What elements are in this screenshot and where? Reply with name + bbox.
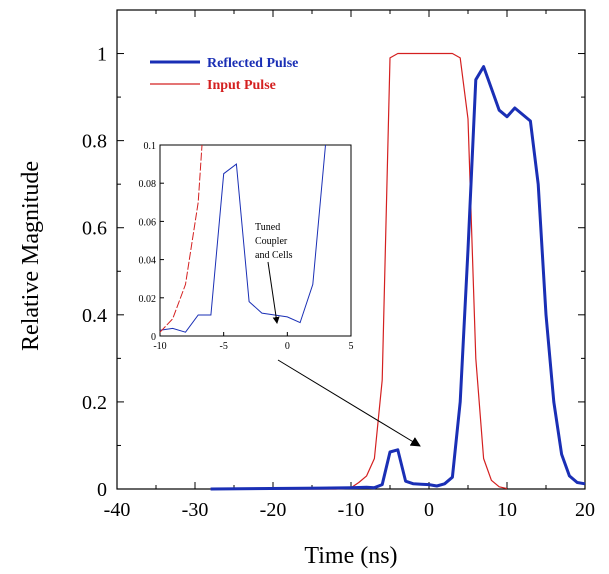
annotation-line-2: Coupler	[255, 236, 288, 247]
legend-label-input: Input Pulse	[207, 78, 276, 93]
x-tick-label: 20	[575, 499, 595, 521]
annotation-line-3: and Cells	[255, 250, 293, 261]
y-tick-label: 1	[97, 44, 107, 66]
series-line-reflected	[210, 65, 586, 491]
annotation-arrow	[267, 261, 280, 324]
x-tick-label: -20	[260, 499, 287, 521]
x-tick-label: -40	[104, 499, 131, 521]
x-tick-label: -10	[338, 499, 365, 521]
x-tick-label: 10	[497, 499, 517, 521]
inset-callout-arrow	[277, 359, 421, 447]
main-series	[210, 52, 586, 491]
x-axis-title: Time (ns)	[304, 543, 397, 569]
legend-label-reflected: Reflected Pulse	[207, 56, 298, 71]
inset-series-line-input	[159, 144, 203, 333]
y-tick-label: 0.4	[82, 305, 107, 327]
inset-series-line-reflected	[159, 144, 326, 333]
y-axis-title: Relative Magnitude	[18, 161, 44, 351]
x-tick-label: 0	[424, 499, 434, 521]
inset-x-tick-label: -10	[153, 341, 166, 352]
annotation-line-1: Tuned	[255, 222, 280, 233]
x-tick-label: -30	[182, 499, 209, 521]
inset-y-tick-label: 0.06	[139, 217, 157, 228]
y-tick-label: 0.2	[82, 392, 107, 414]
inset-y-tick-label: 0.1	[144, 141, 157, 152]
y-tick-label: 0.6	[82, 218, 107, 240]
y-tick-label: 0.8	[82, 131, 107, 153]
inset-x-tick-label: 0	[285, 341, 290, 352]
inset-chart: -10 -5 0 5 0 0.02 0.04 0.06 0.08 0.1 Tuned Couple…	[139, 141, 354, 352]
series-line-input	[210, 52, 508, 490]
inset-y-tick-label: 0	[151, 332, 156, 343]
annotation-text: Tuned Coupler and Cells	[255, 222, 293, 261]
inset-ticks: -10 -5 0 5 0 0.02 0.04 0.06 0.08 0.1	[139, 141, 354, 352]
y-tick-label: 0	[97, 479, 107, 501]
inset-x-tick-label: 5	[349, 341, 354, 352]
inset-plot-area	[159, 144, 352, 337]
inset-x-tick-label: -5	[219, 341, 227, 352]
inset-y-tick-label: 0.04	[139, 256, 157, 267]
inset-series	[159, 144, 326, 333]
inset-y-tick-label: 0.02	[139, 294, 157, 305]
legend: Reflected Pulse Input Pulse	[150, 56, 298, 93]
inset-y-tick-label: 0.08	[139, 179, 157, 190]
